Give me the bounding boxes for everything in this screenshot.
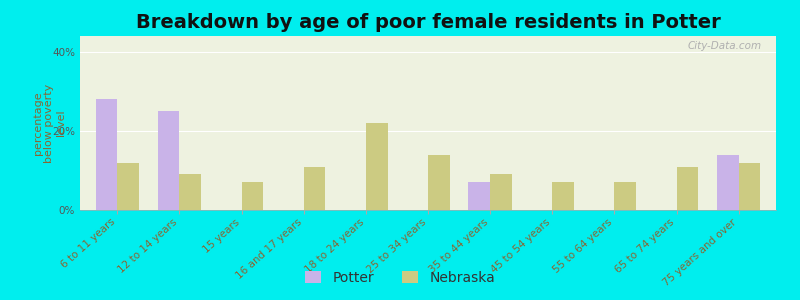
Bar: [118, 163, 139, 210]
Bar: [614, 182, 636, 210]
Bar: [428, 154, 450, 210]
Bar: [242, 182, 263, 210]
Bar: [95, 99, 118, 210]
Title: Breakdown by age of poor female residents in Potter: Breakdown by age of poor female resident…: [136, 13, 720, 32]
Bar: [677, 167, 698, 210]
Bar: [552, 182, 574, 210]
Bar: [366, 123, 388, 210]
Bar: [717, 154, 738, 210]
Bar: [158, 111, 179, 210]
Bar: [738, 163, 761, 210]
Legend: Potter, Nebraska: Potter, Nebraska: [299, 265, 501, 290]
Text: City-Data.com: City-Data.com: [688, 41, 762, 51]
Bar: [490, 174, 512, 210]
Y-axis label: percentage
below poverty
level: percentage below poverty level: [33, 83, 66, 163]
Bar: [179, 174, 201, 210]
Bar: [304, 167, 326, 210]
Bar: [468, 182, 490, 210]
